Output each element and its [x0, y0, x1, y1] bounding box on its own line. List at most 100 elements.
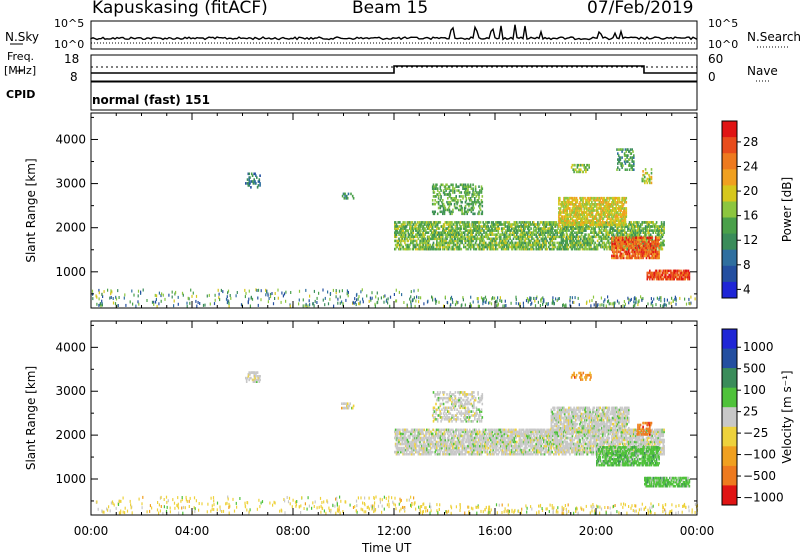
panel1-scatter-cell	[448, 201, 450, 204]
panel2-ground-scatter-cell	[142, 496, 143, 499]
panel2-ground-scatter-cell	[431, 509, 432, 512]
panel1-ground-scatter-cell	[573, 301, 574, 304]
panel2-ground-scatter-cell	[502, 504, 503, 507]
panel1-ground-scatter-cell	[318, 292, 319, 295]
panel1-ground-scatter-cell	[614, 302, 615, 305]
panel1-scatter-cell	[473, 207, 475, 210]
panel1-ground-scatter-cell	[305, 289, 306, 292]
panel1-scatter-cell	[587, 164, 589, 167]
panel1-ground-scatter-cell	[612, 302, 613, 305]
panel2-ground-scatter-cell	[615, 504, 616, 507]
panel1-scatter-cell	[450, 193, 452, 196]
panel1-ground-scatter-cell	[130, 300, 131, 303]
panel1-ground-scatter-cell	[290, 305, 291, 308]
panel1-scatter-cell	[508, 240, 510, 243]
panel2-ground-scatter-cell	[142, 506, 143, 509]
panel1-ground-scatter-cell	[125, 304, 126, 307]
panel1-scatter-cell	[454, 248, 456, 251]
panel1-ground-scatter-cell	[496, 300, 497, 303]
panel1-scatter-cell	[466, 197, 468, 200]
panel2-ground-scatter-cell	[364, 510, 365, 513]
panel1-scatter-cell	[458, 185, 460, 188]
panel1-scatter-cell	[619, 168, 621, 171]
panel1-scatter-cell	[574, 164, 576, 167]
panel2-ground-scatter-cell	[361, 508, 362, 511]
panel1-ground-scatter-cell	[666, 304, 667, 307]
panel2-ground-scatter-cell	[364, 502, 365, 505]
panel2-ground-scatter-cell	[374, 505, 375, 508]
panel1-scatter-cell	[559, 197, 561, 200]
panel1-ground-scatter-cell	[278, 297, 279, 300]
panel1-ground-scatter-cell	[499, 299, 500, 302]
panel1-ground-scatter-cell	[660, 296, 661, 299]
panel1-ground-scatter-cell	[193, 292, 194, 295]
panel1-scatter-cell	[434, 211, 436, 214]
panel2-ground-scatter-cell	[527, 507, 528, 510]
panel1-scatter-cell	[593, 240, 595, 243]
panel2-ground-scatter-cell	[578, 512, 579, 515]
panel1-scatter-cell	[474, 197, 476, 200]
panel1-ground-scatter-cell	[569, 300, 570, 303]
panel1-scatter-cell	[554, 242, 556, 245]
panel1-colorbar-segment	[722, 266, 737, 283]
panel1-scatter-cell	[457, 199, 459, 202]
panel1-scatter-cell	[585, 233, 587, 236]
panel1-scatter-cell	[427, 221, 429, 224]
panel1-scatter-cell	[663, 244, 665, 247]
panel2-ground-scatter-cell	[678, 504, 679, 507]
panel1-scatter-cell	[632, 150, 634, 153]
panel1-ground-scatter-cell	[371, 291, 372, 294]
panel1-scatter-cell	[658, 251, 660, 254]
panel1-scatter-cell	[452, 209, 454, 212]
panel1-scatter-cell	[563, 233, 565, 236]
panel1-ground-scatter-cell	[277, 289, 278, 292]
panel1-scatter-cell	[466, 248, 468, 251]
panel1-ground-scatter-cell	[322, 289, 323, 292]
panel1-ground-scatter-cell	[470, 296, 471, 299]
panel2-ground-scatter-cell	[650, 502, 651, 505]
panel1-scatter-cell	[519, 221, 521, 224]
panel1-ground-scatter-cell	[482, 302, 483, 305]
panel2-ground-scatter-cell	[211, 497, 212, 500]
panel1-scatter-cell	[402, 221, 404, 224]
panel1-scatter-cell	[408, 229, 410, 232]
panel1-scatter-cell	[537, 221, 539, 224]
panel2-ground-scatter-cell	[591, 510, 592, 513]
panel1-scatter-cell	[647, 172, 649, 175]
panel1-ground-scatter-cell	[547, 303, 548, 306]
panel2-ground-scatter-cell	[213, 499, 214, 502]
panel1-ground-scatter-cell	[101, 293, 102, 296]
panel2-ground-scatter-cell	[335, 512, 336, 515]
panel1-ground-scatter-cell	[186, 302, 187, 305]
panel1-ground-scatter-cell	[638, 301, 639, 304]
panel1-ground-scatter-cell	[198, 301, 199, 304]
panel1-scatter-cell	[650, 233, 652, 236]
panel1-scatter-cell	[471, 187, 473, 190]
panel1-ground-scatter-cell	[410, 300, 411, 303]
panel1-ground-scatter-cell	[256, 289, 257, 292]
panel1-ground-scatter-cell	[411, 305, 412, 308]
panel1-ground-scatter-cell	[559, 297, 560, 300]
panel2-ground-scatter-cell	[182, 496, 183, 499]
panel1-ground-scatter-cell	[96, 294, 97, 297]
panel1-scatter-cell	[424, 238, 426, 241]
panel1-scatter-cell	[501, 223, 503, 226]
panel1-ground-scatter-cell	[347, 292, 348, 295]
panel1-scatter-cell	[663, 240, 665, 243]
panel1-scatter-cell	[249, 180, 251, 183]
panel2-ground-scatter-cell	[675, 505, 676, 508]
panel1-scatter-cell	[250, 186, 252, 189]
panel1-ground-scatter-cell	[285, 300, 286, 303]
panel1-ground-scatter-cell	[155, 294, 156, 297]
panel1-ground-scatter-cell	[354, 297, 355, 300]
panel1-scatter-cell	[569, 207, 571, 210]
panel1-ground-scatter-cell	[671, 297, 672, 300]
panel1-ground-scatter-cell	[627, 297, 628, 300]
panel1-scatter-cell	[615, 197, 617, 200]
panel1-ground-scatter-cell	[501, 300, 502, 303]
panel1-ground-scatter-cell	[418, 300, 419, 303]
panel2-ground-scatter-cell	[213, 508, 214, 511]
panel2-ground-scatter-cell	[374, 501, 375, 504]
panel1-scatter-cell	[631, 152, 633, 155]
panel1-ground-scatter-cell	[536, 297, 537, 300]
